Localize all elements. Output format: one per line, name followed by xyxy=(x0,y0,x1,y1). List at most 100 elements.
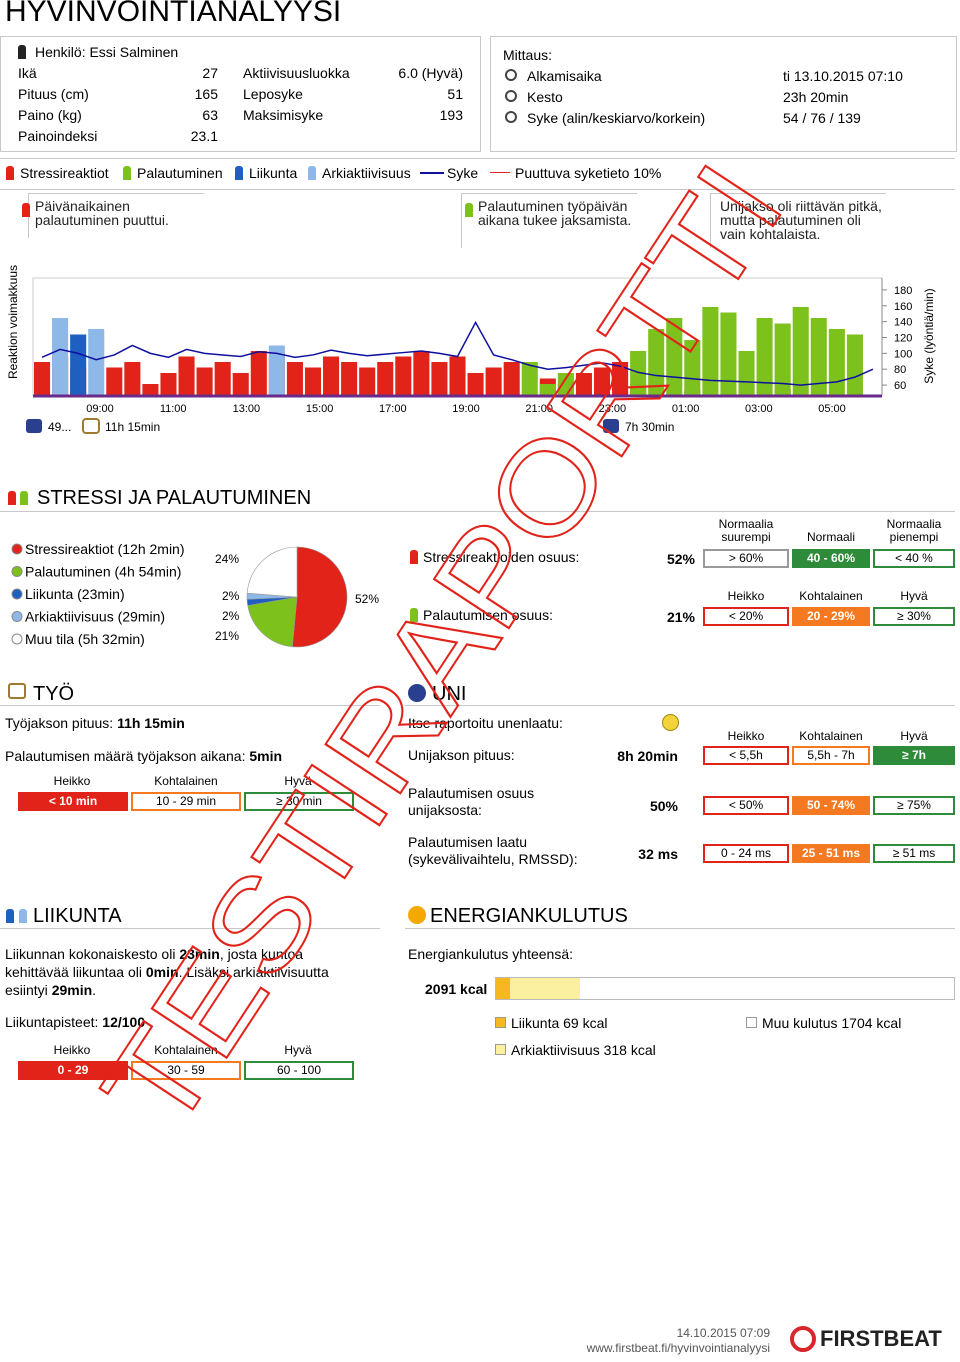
person-box xyxy=(0,36,481,152)
text-line: Työjakson pituus: 11h 15min xyxy=(5,715,185,731)
reaction-bar xyxy=(413,351,430,395)
energy-legend-label: Muu kulutus 1704 kcal xyxy=(762,1015,902,1031)
scale-cell: 25 - 51 ms xyxy=(792,844,870,863)
period-icon xyxy=(82,418,100,434)
reaction-bar xyxy=(774,323,791,395)
reaction-bar xyxy=(160,373,177,395)
person-field: Aktiivisuusluokka xyxy=(243,65,350,81)
person-field: Pituus (cm) xyxy=(18,86,89,102)
y2-tick-label: 140 xyxy=(894,317,912,329)
section-rule xyxy=(0,928,380,929)
reaction-bar xyxy=(178,356,195,395)
legend-entry: Stressireaktiot xyxy=(20,165,109,181)
field-label: Energiankulutus yhteensä: xyxy=(408,946,573,962)
icon xyxy=(6,166,14,180)
person-value: 51 xyxy=(447,86,463,102)
icon xyxy=(465,203,473,217)
measurement-icon xyxy=(505,69,517,81)
reaction-bar xyxy=(70,334,87,395)
pie-legend-label: Arkiaktiivisuus (29min) xyxy=(25,609,165,625)
reaction-bar xyxy=(395,356,412,395)
text-value: 23min xyxy=(179,946,220,962)
measurement-field: Alkamisaika xyxy=(527,68,602,84)
icon xyxy=(410,608,418,622)
scale-cell: < 10 min xyxy=(18,792,128,811)
reaction-bar xyxy=(142,384,159,395)
reaction-bar xyxy=(232,373,249,395)
y2-tick-label: 80 xyxy=(894,364,906,376)
person-field: Ikä xyxy=(18,65,37,81)
measurement-label: Mittaus: xyxy=(503,47,553,63)
pie-slice xyxy=(292,546,348,648)
pie-slice xyxy=(247,596,298,648)
pie-value-label: 2% xyxy=(222,589,240,603)
pie-legend-dot xyxy=(11,543,23,555)
measurement-field: Syke (alin/keskiarvo/korkein) xyxy=(527,110,706,126)
footer-date: 14.10.2015 07:09 xyxy=(676,1326,770,1340)
reaction-bar xyxy=(304,367,322,395)
icon xyxy=(308,166,316,180)
pie-legend-label: Liikunta (23min) xyxy=(25,586,125,602)
section-rule xyxy=(0,511,955,512)
exercise-text: Liikunnan kokonaiskesto oli 23min, josta… xyxy=(5,945,340,999)
reaction-bar xyxy=(286,362,303,395)
row-value: 21% xyxy=(666,609,695,625)
reaction-bar xyxy=(666,318,683,395)
reaction-bar xyxy=(810,318,827,395)
legend-entry: Arkiaktiivisuus xyxy=(322,165,411,181)
scale-cell: ≥ 7h xyxy=(873,746,955,765)
y2-tick-label: 120 xyxy=(894,333,912,345)
x-tick-label: 15:00 xyxy=(306,403,334,415)
period-label: 49... xyxy=(48,420,71,434)
scale-cell: 30 - 59 xyxy=(131,1061,241,1080)
row-value: 50% xyxy=(649,798,678,814)
reaction-bar xyxy=(846,334,863,395)
section-rule xyxy=(405,705,955,706)
period-label: 11h 15min xyxy=(105,420,160,434)
reaction-bar xyxy=(756,318,773,395)
scale-header: Kohtalainen xyxy=(799,729,863,743)
period-icon xyxy=(603,419,619,433)
icon xyxy=(123,166,131,180)
scale-cell: 10 - 29 min xyxy=(131,792,241,811)
reaction-bar xyxy=(124,362,141,395)
note-text: Unijakso oli riittävän pitkä, mutta pala… xyxy=(720,198,882,242)
reaction-bar xyxy=(431,362,448,395)
pie-legend-label: Palautuminen (4h 54min) xyxy=(25,564,181,580)
reaction-bar xyxy=(449,356,466,395)
field-label: Liikuntapisteet: xyxy=(5,1014,103,1030)
scale-cell: ≥ 51 ms xyxy=(873,844,955,863)
scale-cell: ≥ 75% xyxy=(873,796,955,815)
energy-legend-label: Liikunta 69 kcal xyxy=(511,1015,608,1031)
scale-cell: 60 - 100 xyxy=(244,1061,354,1080)
text-part: . xyxy=(92,982,97,998)
pie-value-label: 52% xyxy=(355,592,379,606)
scale-cell: 40 - 60% xyxy=(792,549,870,568)
scale-header: Hyvä xyxy=(284,1043,312,1057)
measurement-field: Kesto xyxy=(527,89,563,105)
person-value: 27 xyxy=(202,65,218,81)
scale-cell: 50 - 74% xyxy=(792,796,870,815)
x-tick-label: 19:00 xyxy=(452,403,480,415)
measurement-value: ti 13.10.2015 07:10 xyxy=(783,68,903,84)
section-title: STRESSI JA PALAUTUMINEN xyxy=(37,487,312,509)
text-value: 29min xyxy=(51,982,93,998)
energy-segment xyxy=(510,977,581,1000)
y2-tick-label: 180 xyxy=(894,285,912,297)
icon xyxy=(19,909,27,923)
reaction-bar xyxy=(214,362,231,395)
total-value: 2091 kcal xyxy=(425,981,488,997)
mood-icon xyxy=(662,714,679,731)
reaction-bar xyxy=(196,367,213,395)
person-value: 6.0 (Hyvä) xyxy=(398,65,463,81)
person-value: 165 xyxy=(194,86,218,102)
pie-legend-label: Stressireaktiot (12h 2min) xyxy=(25,541,185,557)
reaction-bar xyxy=(738,351,755,395)
heart-rate-line xyxy=(41,320,874,386)
scale-cell: < 5,5h xyxy=(703,746,789,765)
reaction-bar xyxy=(106,367,123,395)
person-label: Henkilö: Essi Salminen xyxy=(35,44,179,60)
x-tick-label: 17:00 xyxy=(379,403,407,415)
reaction-bar xyxy=(34,362,51,395)
